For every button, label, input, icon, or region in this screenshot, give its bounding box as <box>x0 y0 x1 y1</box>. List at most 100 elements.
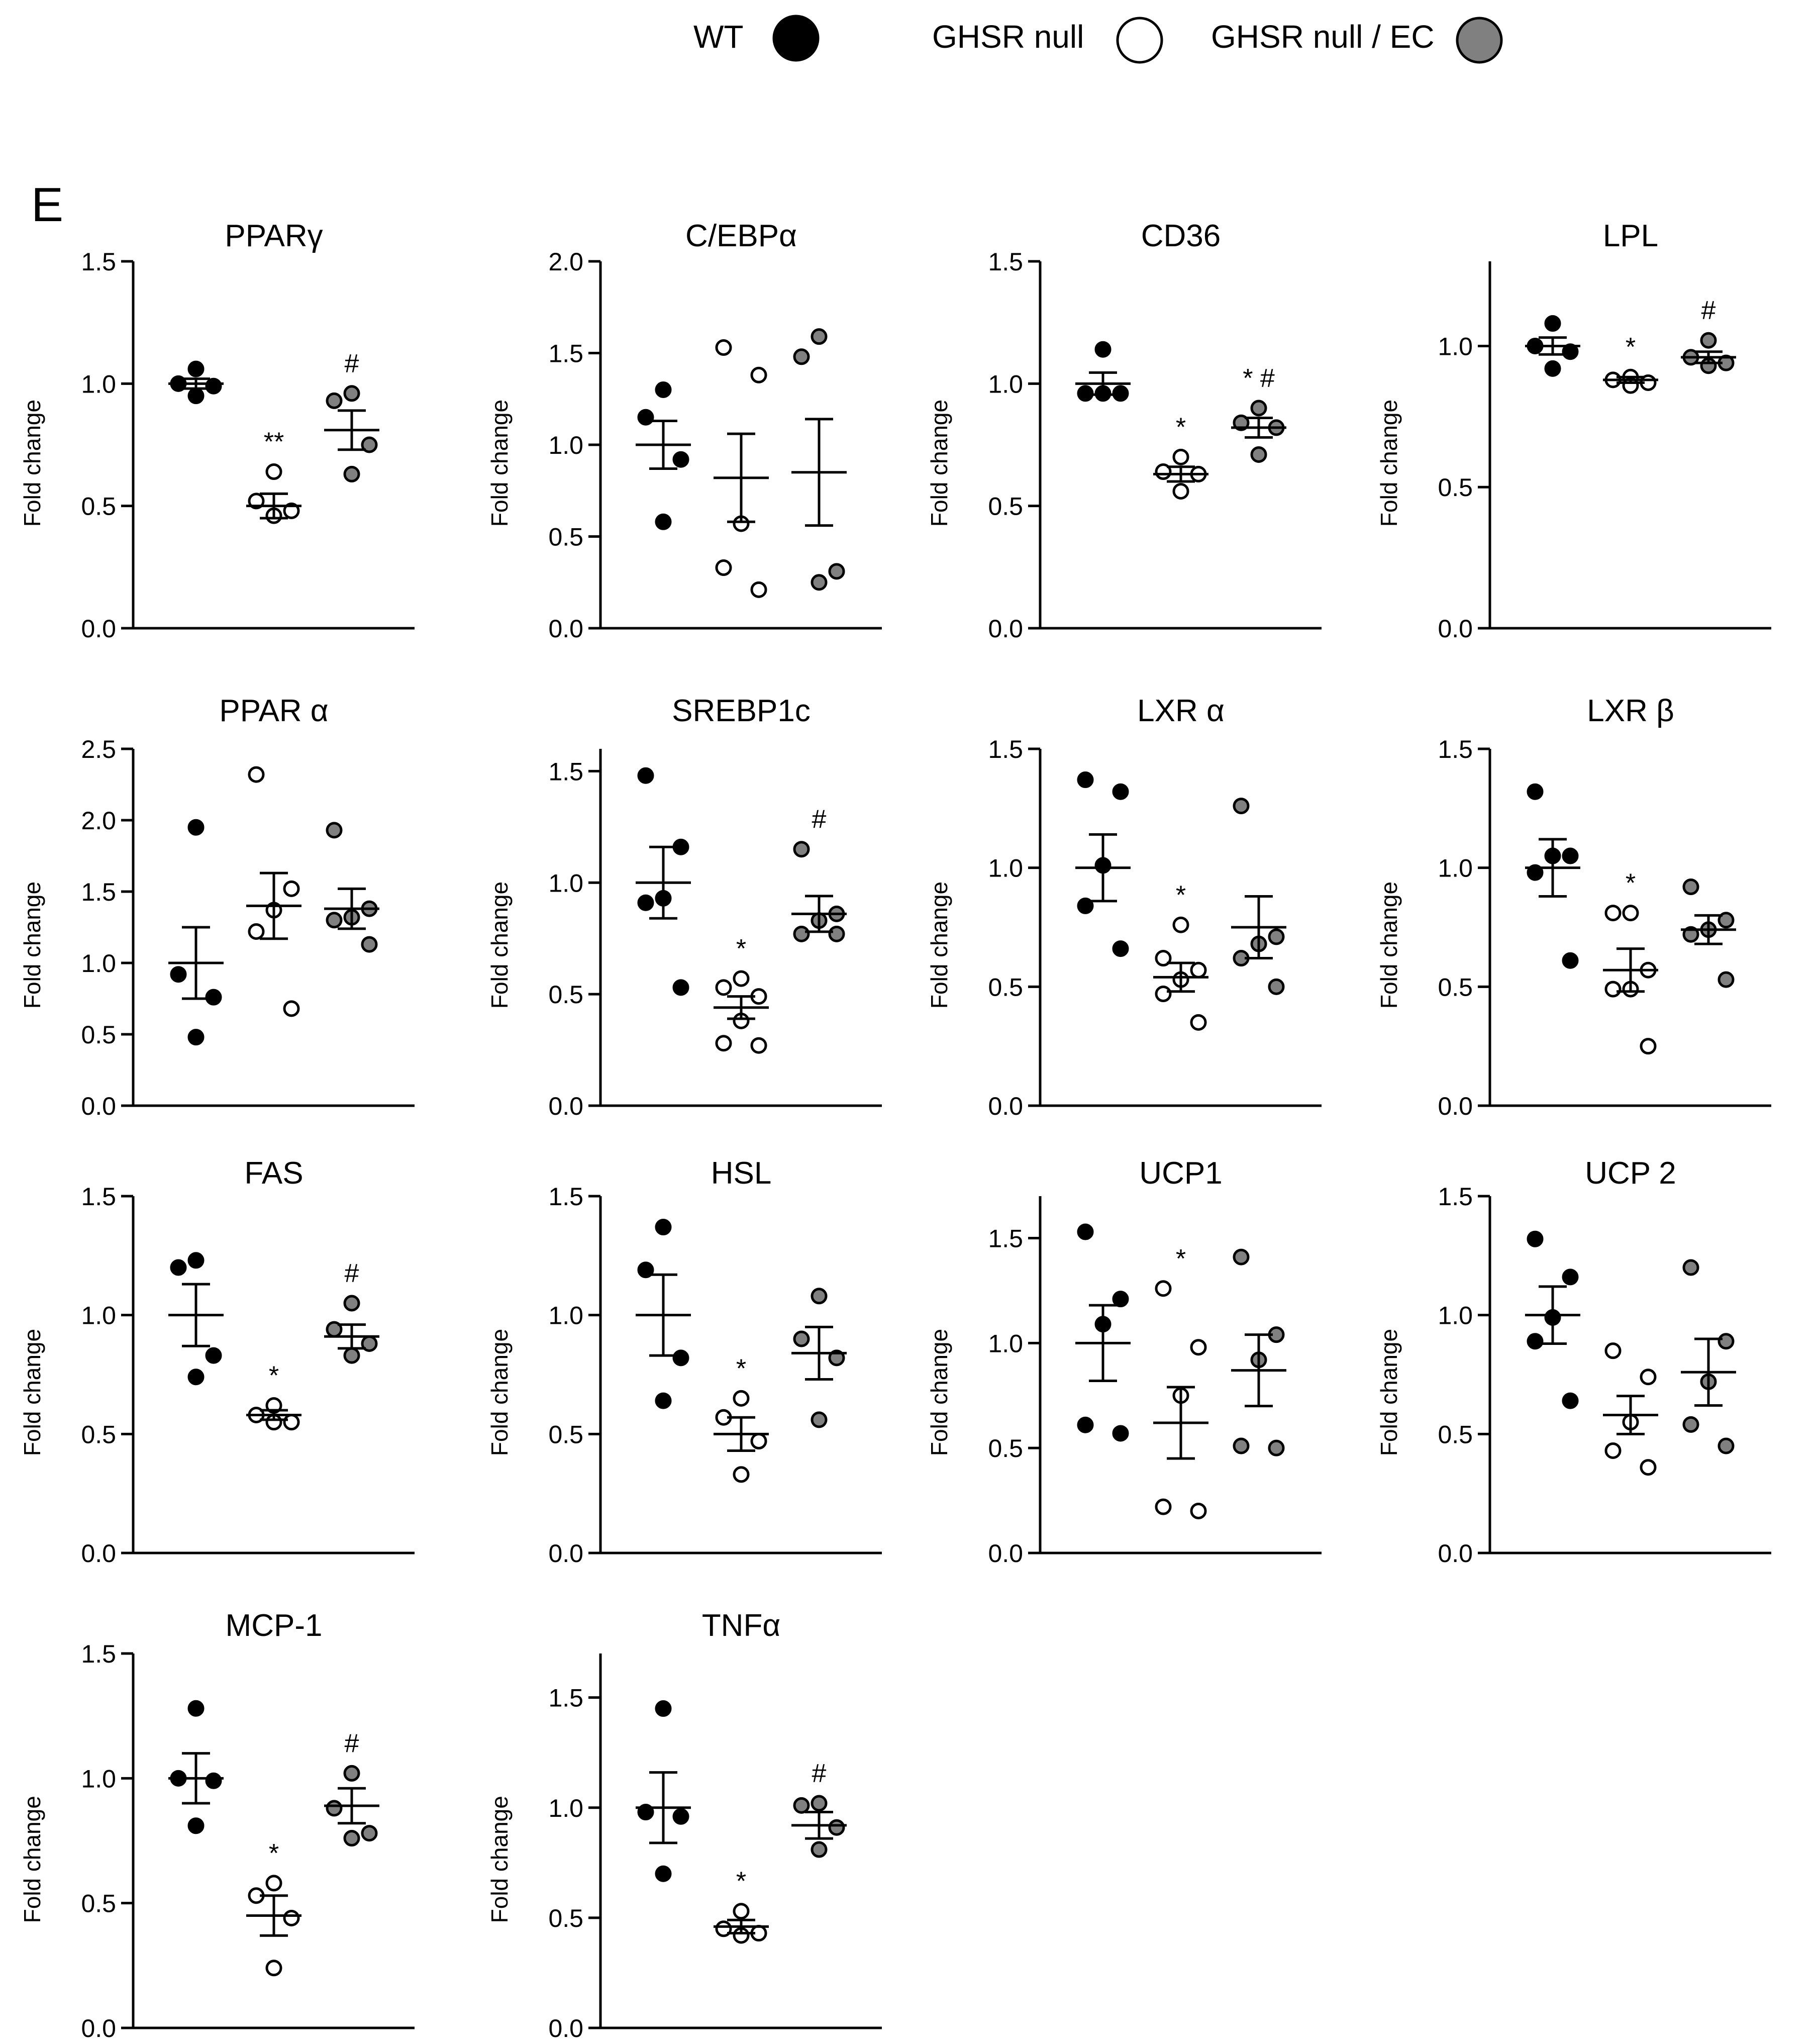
data-point-ghsr-null <box>248 766 265 783</box>
chart-title: LPL <box>1603 219 1658 253</box>
y-tick-label: 1.5 <box>548 757 583 786</box>
y-tick-label: 0.0 <box>988 1092 1023 1120</box>
data-point-wt <box>170 1259 187 1276</box>
data-point-wt <box>187 819 205 836</box>
chart-title: HSL <box>711 1156 772 1191</box>
data-point-ghsr-null-ec <box>811 328 828 345</box>
data-point-ghsr-null-ec <box>1233 414 1250 431</box>
data-point-ghsr-null-ec <box>343 1830 360 1847</box>
y-tick-label: 0.5 <box>548 523 583 551</box>
data-point-wt <box>187 1817 205 1834</box>
y-tick-label: 0.0 <box>1438 1539 1473 1568</box>
data-point-wt <box>1077 771 1094 789</box>
data-point-ghsr-null <box>1640 1038 1657 1055</box>
data-point-wt <box>1112 940 1129 957</box>
y-tick-label: 0.5 <box>81 1021 116 1049</box>
y-axis-label: Fold change <box>19 400 45 527</box>
data-point-ghsr-null <box>750 1433 767 1450</box>
data-point-ghsr-null-ec <box>1268 1439 1285 1456</box>
data-point-ghsr-null <box>1155 986 1172 1003</box>
data-point-wt <box>1527 1230 1544 1247</box>
data-point-wt <box>187 387 205 405</box>
significance-marker: * <box>1176 413 1186 442</box>
chart-title: UCP 2 <box>1585 1156 1676 1191</box>
chart-5: PPAR α 0.0 0.5 1.0 1.5 2.0 2.5 Fold change <box>19 694 415 1120</box>
data-point-ghsr-null <box>283 880 300 897</box>
panel-label: E <box>31 178 63 232</box>
significance-marker: * <box>269 1361 279 1391</box>
y-tick-label: 1.0 <box>548 1302 583 1330</box>
chart-title: C/EBPα <box>685 219 797 253</box>
y-axis-label: Fold change <box>1376 1329 1402 1456</box>
y-tick-label: 1.0 <box>81 370 116 398</box>
data-point-ghsr-null-ec <box>361 436 378 453</box>
chart-title: LXR α <box>1137 694 1225 728</box>
data-point-ghsr-null-ec <box>1682 1416 1699 1433</box>
y-tick-label: 1.0 <box>81 1765 116 1793</box>
data-point-ghsr-null <box>1190 1502 1207 1519</box>
y-tick-label: 0.5 <box>988 1434 1023 1463</box>
data-point-wt <box>672 451 689 468</box>
data-point-ghsr-null <box>715 1035 732 1052</box>
legend: WT GHSR null GHSR null / EC <box>693 15 1503 64</box>
chart-8: LXR β 0.0 0.5 1.0 1.5 Fold change * <box>1376 694 1771 1120</box>
legend-label-ghsr-null: GHSR null <box>932 19 1084 55</box>
y-tick-label: 1.0 <box>548 431 583 459</box>
chart-title: UCP1 <box>1139 1156 1222 1191</box>
data-point-ghsr-null-ec <box>343 1347 360 1364</box>
data-point-ghsr-null <box>1640 1369 1657 1386</box>
y-tick-label: 1.5 <box>988 248 1023 276</box>
y-tick-label: 1.5 <box>81 1183 116 1211</box>
data-point-ghsr-null <box>715 339 732 356</box>
y-tick-label: 1.5 <box>81 878 116 906</box>
y-axis-label: Fold change <box>486 400 513 527</box>
data-point-ghsr-null-ec <box>326 822 343 839</box>
significance-marker: * <box>1626 869 1636 898</box>
data-point-wt <box>205 1772 222 1789</box>
y-tick-label: 1.5 <box>988 1225 1023 1253</box>
y-tick-label: 0.5 <box>988 493 1023 521</box>
data-point-wt <box>655 381 672 398</box>
y-tick-label: 0.5 <box>1438 1420 1473 1448</box>
data-point-ghsr-null <box>750 366 767 383</box>
y-tick-label: 0.5 <box>81 1890 116 1918</box>
data-point-wt <box>1562 1392 1579 1409</box>
y-tick-label: 1.5 <box>81 248 116 276</box>
data-point-ghsr-null-ec <box>1718 971 1735 988</box>
data-point-wt <box>637 894 654 911</box>
y-axis-label: Fold change <box>926 882 952 1009</box>
y-axis-label: Fold change <box>1376 400 1402 527</box>
data-point-ghsr-null <box>248 493 265 510</box>
data-point-ghsr-null-ec <box>343 385 360 402</box>
legend-marker-wt <box>772 15 820 62</box>
y-tick-label: 0.0 <box>81 615 116 643</box>
y-tick-label: 0.0 <box>548 1092 583 1120</box>
data-point-ghsr-null <box>715 979 732 996</box>
y-tick-label: 0.0 <box>548 2014 583 2042</box>
data-point-ghsr-null <box>283 502 300 519</box>
data-point-ghsr-null-ec <box>1700 332 1717 349</box>
y-tick-label: 1.0 <box>548 869 583 897</box>
chart-4: LPL 0.0 0.5 1.0 Fold change * # <box>1376 219 1771 643</box>
y-tick-label: 0.0 <box>548 1539 583 1568</box>
data-point-ghsr-null-ec <box>793 925 810 942</box>
y-tick-label: 1.5 <box>548 340 583 368</box>
data-point-wt <box>187 1700 205 1717</box>
y-axis-label: Fold change <box>486 1796 513 1923</box>
chart-1: PPARγ 0.0 0.5 1.0 1.5 Fold change ** # <box>19 219 415 643</box>
legend-label-ghsr-null-ec: GHSR null / EC <box>1211 19 1435 55</box>
data-point-wt <box>170 966 187 983</box>
data-point-ghsr-null <box>265 1960 282 1977</box>
y-tick-label: 1.0 <box>1438 1302 1473 1330</box>
y-tick-label: 1.0 <box>81 949 116 978</box>
significance-marker: * <box>736 1354 746 1383</box>
y-tick-label: 0.0 <box>81 1092 116 1120</box>
legend-marker-ghsr-null <box>1116 17 1163 64</box>
data-point-ghsr-null <box>1604 905 1622 922</box>
significance-marker: # <box>1701 296 1716 325</box>
data-point-ghsr-null <box>283 1414 300 1431</box>
y-tick-label: 1.0 <box>988 370 1023 398</box>
data-point-ghsr-null-ec <box>793 1797 810 1814</box>
data-point-wt <box>187 1369 205 1386</box>
